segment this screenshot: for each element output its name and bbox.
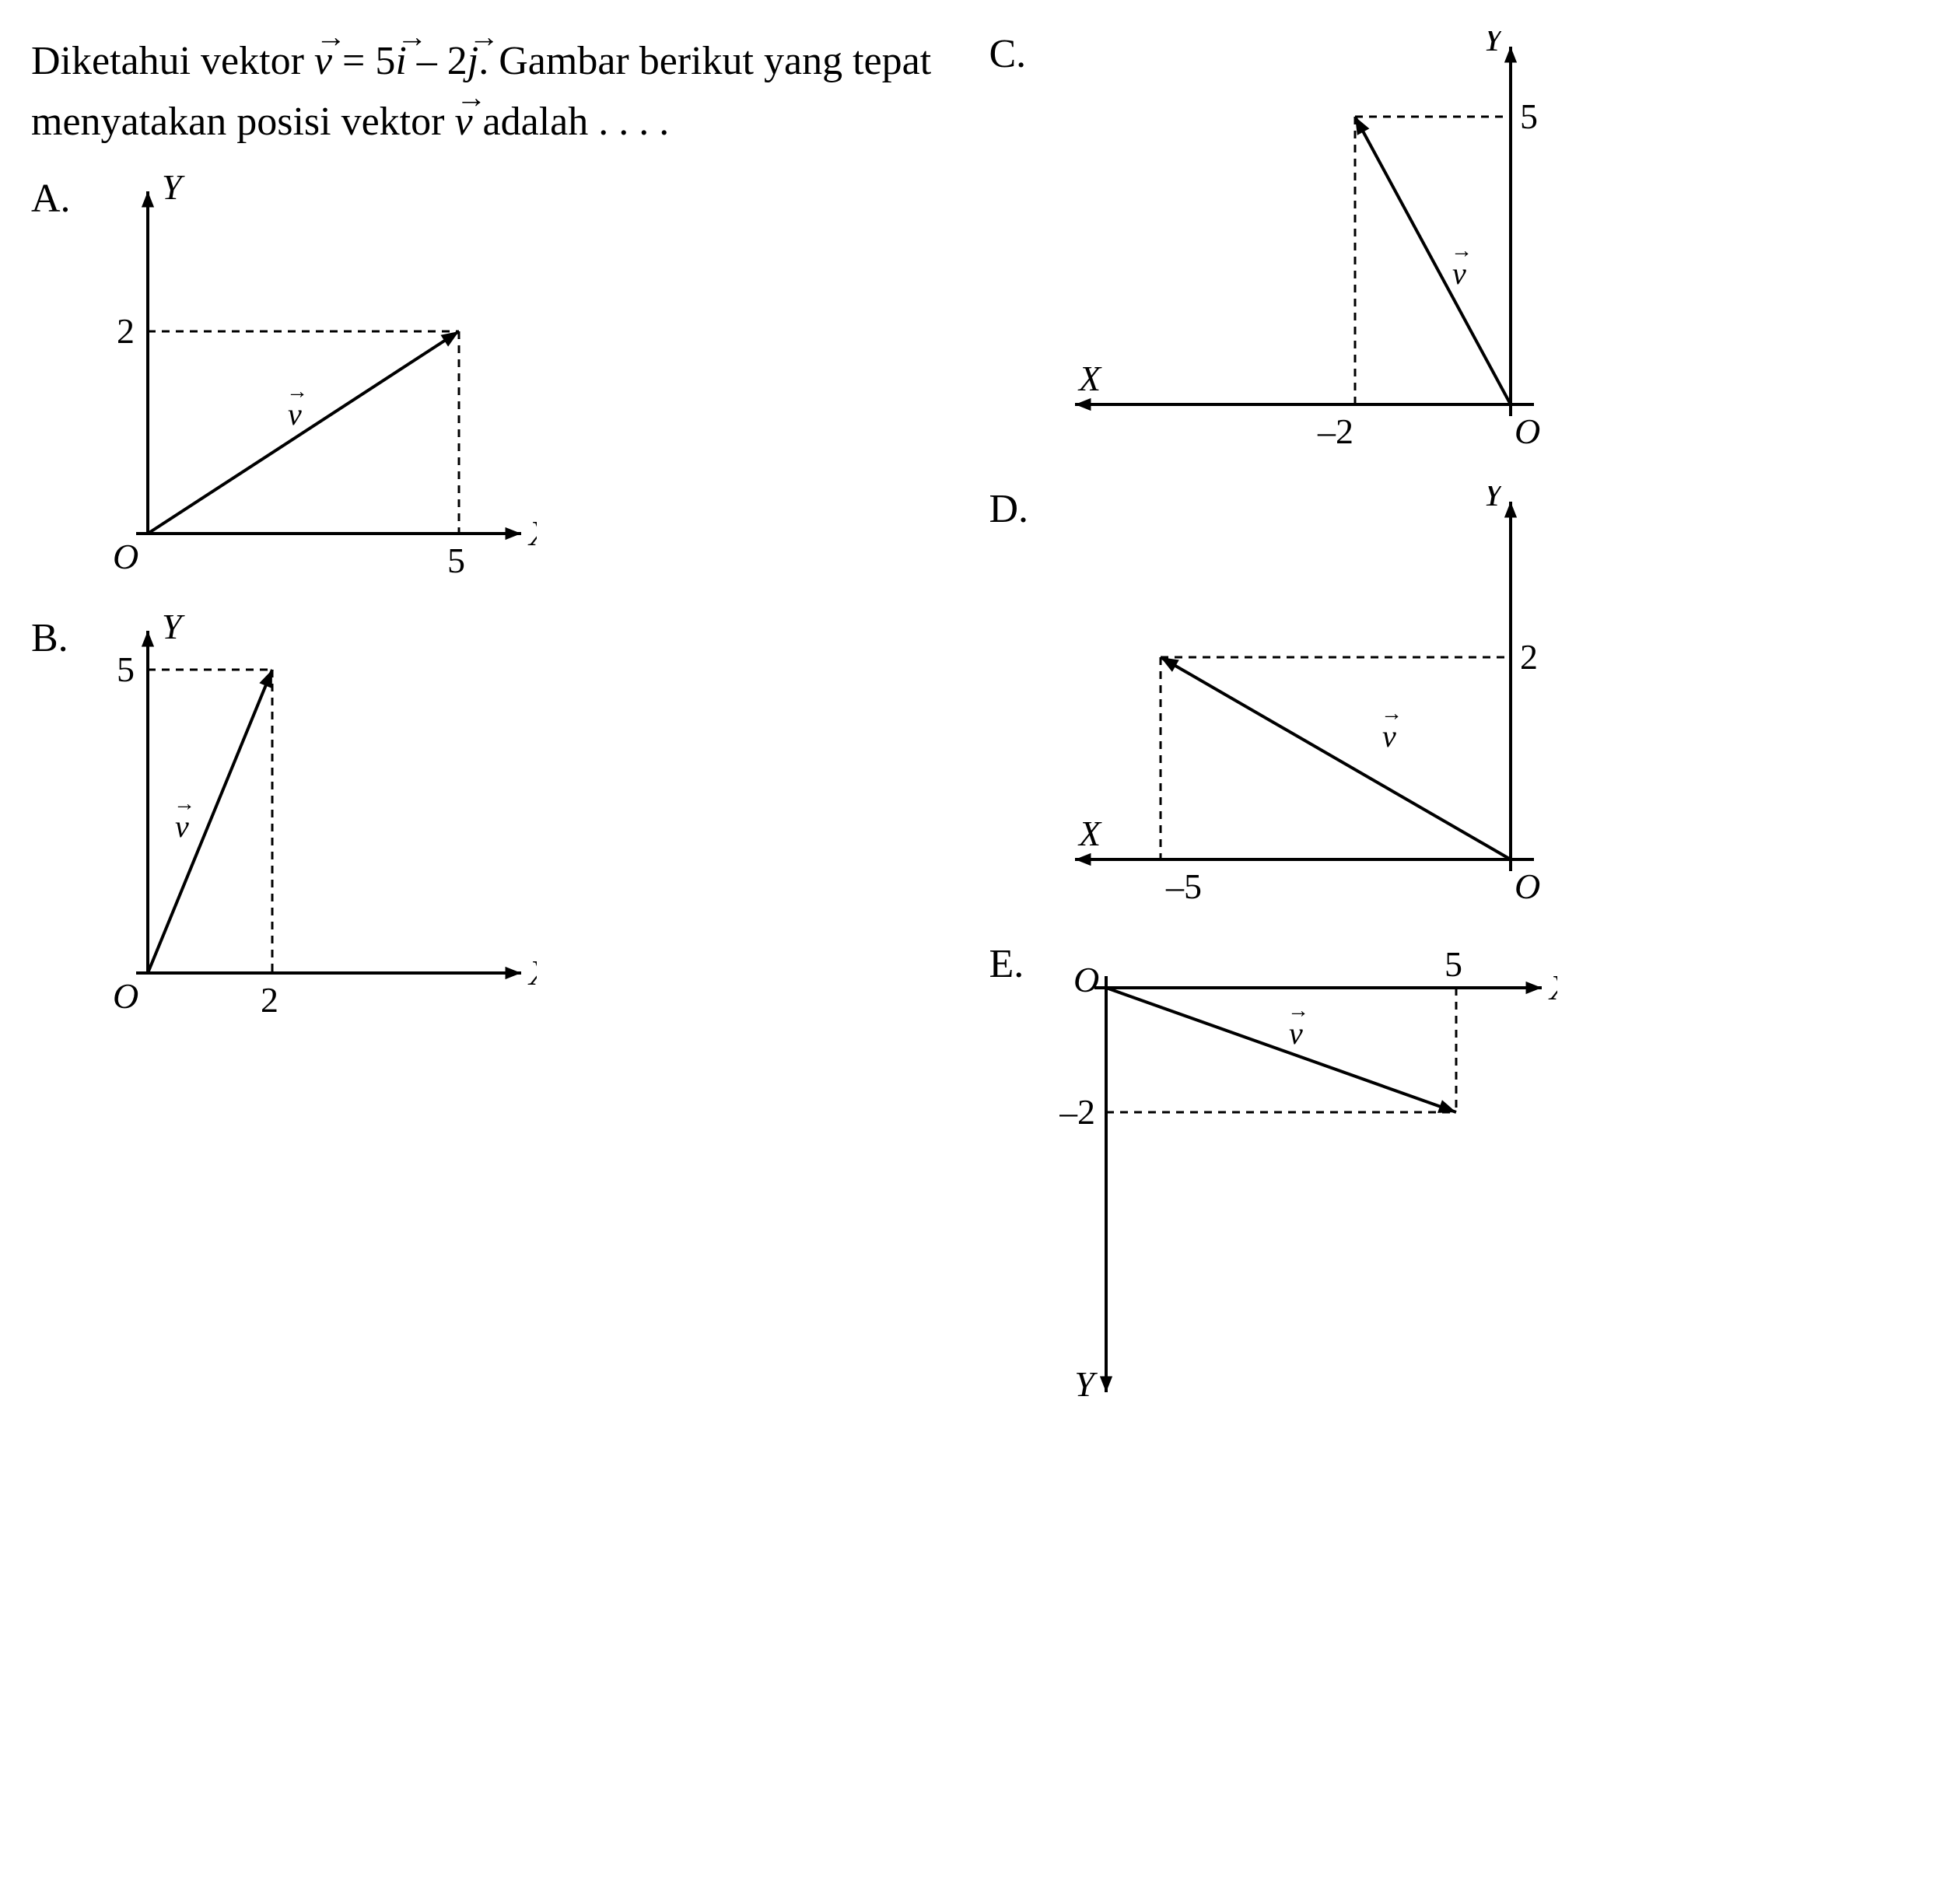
option-e: E. YXO–25v→ [989, 941, 1917, 1412]
svg-text:5: 5 [447, 541, 465, 580]
svg-text:X: X [1548, 968, 1557, 1007]
option-c-label: C. [989, 31, 1036, 77]
svg-text:O: O [113, 537, 138, 576]
option-c: C. YXO5–2v→ [989, 31, 1917, 455]
vector-i: i [395, 31, 406, 92]
svg-text:→: → [1381, 702, 1402, 726]
option-a-label: A. [31, 176, 78, 222]
page-container: Diketahui vektor v = 5i – 2j. Gambar ber… [31, 31, 1916, 1443]
svg-text:X: X [527, 513, 537, 553]
diagram-d: YXO2–5v→ [1059, 486, 1917, 910]
option-d: D. YXO2–5v→ [989, 486, 1917, 910]
svg-text:–5: –5 [1165, 866, 1202, 906]
left-column: Diketahui vektor v = 5i – 2j. Gambar ber… [31, 31, 958, 1443]
diagram-a: YXO25v→ [101, 176, 958, 584]
svg-text:2: 2 [1520, 637, 1538, 677]
diagram-d-svg: YXO2–5v→ [1059, 486, 1557, 906]
svg-text:O: O [1073, 960, 1099, 999]
option-b: B. YXO52v→ [31, 615, 958, 1024]
diagram-b: YXO52v→ [101, 615, 958, 1024]
svg-text:2: 2 [261, 980, 278, 1020]
svg-text:Y: Y [1483, 31, 1506, 58]
svg-text:X: X [1077, 359, 1102, 398]
vector-v2: v [454, 92, 472, 152]
svg-text:→: → [1287, 999, 1309, 1023]
svg-text:5: 5 [117, 649, 135, 689]
q-trail: adalah . . . . [473, 100, 670, 144]
svg-text:2: 2 [117, 311, 135, 351]
question-text: Diketahui vektor v = 5i – 2j. Gambar ber… [31, 31, 958, 152]
svg-text:X: X [1077, 814, 1102, 853]
svg-text:–2: –2 [1317, 411, 1353, 451]
svg-text:→: → [286, 380, 308, 404]
svg-text:Y: Y [162, 176, 185, 207]
diagram-b-svg: YXO52v→ [101, 615, 537, 1020]
svg-text:X: X [527, 953, 537, 992]
option-d-label: D. [989, 486, 1036, 532]
diagram-c-svg: YXO5–2v→ [1059, 31, 1557, 451]
svg-text:–2: –2 [1059, 1092, 1095, 1132]
svg-text:→: → [173, 792, 195, 816]
svg-text:Y: Y [1483, 486, 1506, 513]
svg-text:O: O [113, 976, 138, 1016]
q-prefix: Diketahui vektor [31, 39, 314, 83]
right-column: C. YXO5–2v→ D. YXO2–5v→ E. YXO–25v→ [989, 31, 1917, 1443]
option-b-label: B. [31, 615, 78, 661]
option-e-label: E. [989, 941, 1036, 987]
diagram-c: YXO5–2v→ [1059, 31, 1917, 455]
svg-text:Y: Y [1074, 1364, 1098, 1404]
svg-text:Y: Y [162, 615, 185, 646]
svg-text:O: O [1515, 866, 1540, 906]
svg-text:5: 5 [1444, 944, 1462, 984]
diagram-e-svg: YXO–25v→ [1059, 941, 1557, 1408]
vector-v: v [314, 31, 332, 92]
diagram-a-svg: YXO25v→ [101, 176, 537, 580]
svg-text:O: O [1515, 411, 1540, 451]
svg-text:→: → [1451, 239, 1473, 263]
diagram-e: YXO–25v→ [1059, 941, 1917, 1412]
svg-text:5: 5 [1520, 96, 1538, 136]
option-a: A. YXO25v→ [31, 176, 958, 584]
